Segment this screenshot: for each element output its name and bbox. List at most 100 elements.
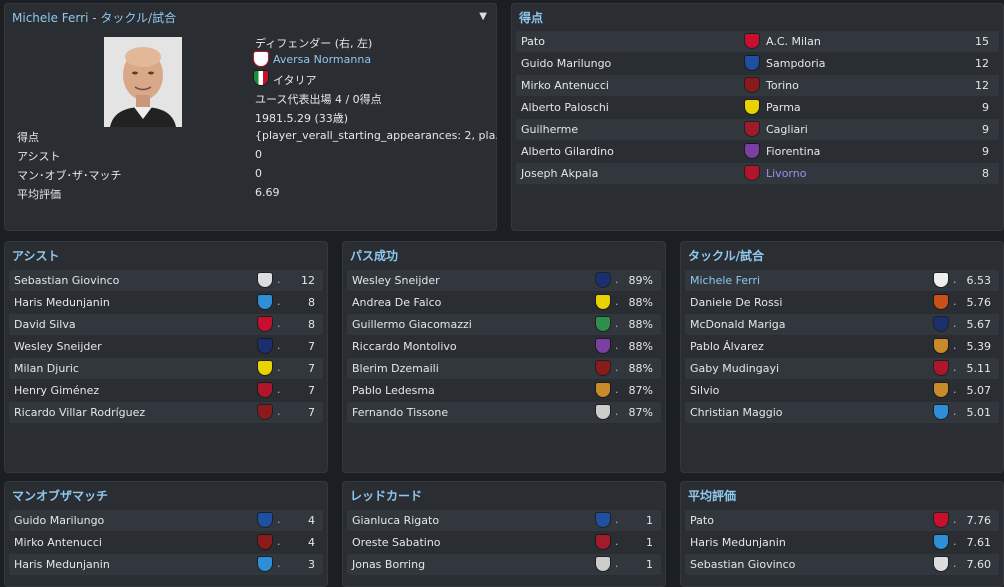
- ratings-row[interactable]: Pato. 7.76: [685, 510, 999, 531]
- stat-value: 8: [308, 318, 315, 331]
- player-name[interactable]: Michele Ferri: [690, 274, 761, 287]
- tackles-row[interactable]: Christian Maggio. 5.01: [685, 402, 999, 423]
- assists-row[interactable]: Milan Djuric. 7: [9, 358, 323, 379]
- player-name[interactable]: Joseph Akpala: [521, 167, 599, 180]
- club-crest-icon: [934, 513, 948, 527]
- scorer-row[interactable]: Joseph Akpala Livorno 8: [516, 163, 999, 184]
- tackles-row[interactable]: Michele Ferri. 6.53: [685, 270, 999, 291]
- scorer-row[interactable]: Mirko Antenucci Torino 12: [516, 75, 999, 96]
- player-name[interactable]: Gaby Mudingayi: [690, 362, 780, 375]
- redcards-row[interactable]: Jonas Borring. 1: [347, 554, 661, 575]
- passes-row[interactable]: Fernando Tissone. 87%: [347, 402, 661, 423]
- separator-dot: .: [615, 557, 619, 570]
- scorer-row[interactable]: Pato A.C. Milan 15: [516, 31, 999, 52]
- player-name[interactable]: Alberto Gilardino: [521, 145, 614, 158]
- player-name[interactable]: Daniele De Rossi: [690, 296, 783, 309]
- chevron-down-icon[interactable]: ▼: [479, 11, 487, 22]
- scorer-row[interactable]: Guido Marilungo Sampdoria 12: [516, 53, 999, 74]
- player-name[interactable]: Henry Giménez: [14, 384, 100, 397]
- club-crest-icon: [745, 122, 759, 136]
- player-name[interactable]: Fernando Tissone: [352, 406, 449, 419]
- assists-row[interactable]: Sebastian Giovinco. 12: [9, 270, 323, 291]
- player-name[interactable]: Sebastian Giovinco: [14, 274, 120, 287]
- player-profile-panel: Michele Ferri - タックル/試合 ▼ ディフェンダー (右, 左)…: [4, 3, 497, 231]
- player-name[interactable]: Pablo Álvarez: [690, 340, 764, 353]
- player-name[interactable]: Wesley Sneijder: [352, 274, 440, 287]
- player-name[interactable]: Pablo Ledesma: [352, 384, 435, 397]
- player-name[interactable]: Pato: [521, 35, 545, 48]
- passes-row[interactable]: Pablo Ledesma. 87%: [347, 380, 661, 401]
- player-name[interactable]: Wesley Sneijder: [14, 340, 102, 353]
- passes-row[interactable]: Wesley Sneijder. 89%: [347, 270, 661, 291]
- redcards-row[interactable]: Gianluca Rigato. 1: [347, 510, 661, 531]
- player-name[interactable]: Blerim Dzemaili: [352, 362, 439, 375]
- player-name[interactable]: David Silva: [14, 318, 76, 331]
- player-name[interactable]: Ricardo Villar Rodríguez: [14, 406, 146, 419]
- player-name[interactable]: Silvio: [690, 384, 720, 397]
- player-name[interactable]: Alberto Paloschi: [521, 101, 609, 114]
- player-name[interactable]: Milan Djuric: [14, 362, 79, 375]
- separator-dot: .: [615, 273, 619, 286]
- player-club-link[interactable]: Aversa Normanna: [273, 53, 372, 66]
- player-name[interactable]: Guilherme: [521, 123, 579, 136]
- assists-row[interactable]: Henry Giménez. 7: [9, 380, 323, 401]
- player-name[interactable]: Gianluca Rigato: [352, 514, 440, 527]
- assists-row[interactable]: Haris Medunjanin. 8: [9, 292, 323, 313]
- assists-row[interactable]: David Silva. 8: [9, 314, 323, 335]
- player-name[interactable]: Jonas Borring: [352, 558, 426, 571]
- club-name[interactable]: Fiorentina: [766, 145, 821, 158]
- tackles-row[interactable]: Pablo Álvarez. 5.39: [685, 336, 999, 357]
- assists-row[interactable]: Wesley Sneijder. 7: [9, 336, 323, 357]
- tackles-row[interactable]: McDonald Mariga. 5.67: [685, 314, 999, 335]
- tackles-row[interactable]: Daniele De Rossi. 5.76: [685, 292, 999, 313]
- player-name[interactable]: Haris Medunjanin: [14, 296, 110, 309]
- stat-value: 3: [308, 558, 315, 571]
- club-name[interactable]: Torino: [766, 79, 799, 92]
- motm-row[interactable]: Mirko Antenucci. 4: [9, 532, 323, 553]
- club-name[interactable]: Cagliari: [766, 123, 808, 136]
- passes-panel: パス成功 Wesley Sneijder. 89% Andrea De Falco.…: [342, 241, 666, 473]
- redcards-row[interactable]: Oreste Sabatino. 1: [347, 532, 661, 553]
- stat-value-goals: {player_verall_starting_appearances: 2, …: [255, 129, 497, 142]
- stat-value: 7.76: [966, 514, 992, 527]
- scorer-row[interactable]: Alberto Gilardino Fiorentina 9: [516, 141, 999, 162]
- stat-value-assists: 0: [255, 148, 262, 161]
- player-name[interactable]: Haris Medunjanin: [14, 558, 110, 571]
- motm-row[interactable]: Haris Medunjanin. 3: [9, 554, 323, 575]
- scorer-row[interactable]: Alberto Paloschi Parma 9: [516, 97, 999, 118]
- player-name[interactable]: Guillermo Giacomazzi: [352, 318, 472, 331]
- passes-row[interactable]: Andrea De Falco. 88%: [347, 292, 661, 313]
- player-name[interactable]: Mirko Antenucci: [14, 536, 102, 549]
- club-name[interactable]: A.C. Milan: [766, 35, 821, 48]
- club-name[interactable]: Parma: [766, 101, 801, 114]
- player-name[interactable]: Guido Marilungo: [14, 514, 105, 527]
- player-name[interactable]: Guido Marilungo: [521, 57, 612, 70]
- stat-value: 6.53: [966, 274, 992, 287]
- motm-row[interactable]: Guido Marilungo. 4: [9, 510, 323, 531]
- profile-title: Michele Ferri - タックル/試合: [12, 11, 177, 25]
- passes-row[interactable]: Riccardo Montolivo. 88%: [347, 336, 661, 357]
- player-name[interactable]: Mirko Antenucci: [521, 79, 609, 92]
- player-name[interactable]: Christian Maggio: [690, 406, 783, 419]
- player-name[interactable]: Oreste Sabatino: [352, 536, 441, 549]
- player-name[interactable]: Pato: [690, 514, 714, 527]
- club-name[interactable]: Sampdoria: [766, 57, 826, 70]
- player-name[interactable]: Haris Medunjanin: [690, 536, 786, 549]
- tackles-row[interactable]: Gaby Mudingayi. 5.11: [685, 358, 999, 379]
- player-name[interactable]: Sebastian Giovinco: [690, 558, 796, 571]
- passes-row[interactable]: Guillermo Giacomazzi. 88%: [347, 314, 661, 335]
- stat-label-goals: 得点: [17, 131, 39, 144]
- separator-dot: .: [615, 361, 619, 374]
- club-name[interactable]: Livorno: [766, 167, 807, 180]
- tackles-row[interactable]: Silvio. 5.07: [685, 380, 999, 401]
- goals-value: 15: [975, 35, 989, 48]
- passes-row[interactable]: Blerim Dzemaili. 88%: [347, 358, 661, 379]
- player-name[interactable]: Riccardo Montolivo: [352, 340, 457, 353]
- ratings-row[interactable]: Sebastian Giovinco. 7.60: [685, 554, 999, 575]
- ratings-row[interactable]: Haris Medunjanin. 7.61: [685, 532, 999, 553]
- assists-row[interactable]: Ricardo Villar Rodríguez. 7: [9, 402, 323, 423]
- player-name[interactable]: McDonald Mariga: [690, 318, 786, 331]
- club-crest-icon: [258, 535, 272, 549]
- scorer-row[interactable]: Guilherme Cagliari 9: [516, 119, 999, 140]
- player-name[interactable]: Andrea De Falco: [352, 296, 442, 309]
